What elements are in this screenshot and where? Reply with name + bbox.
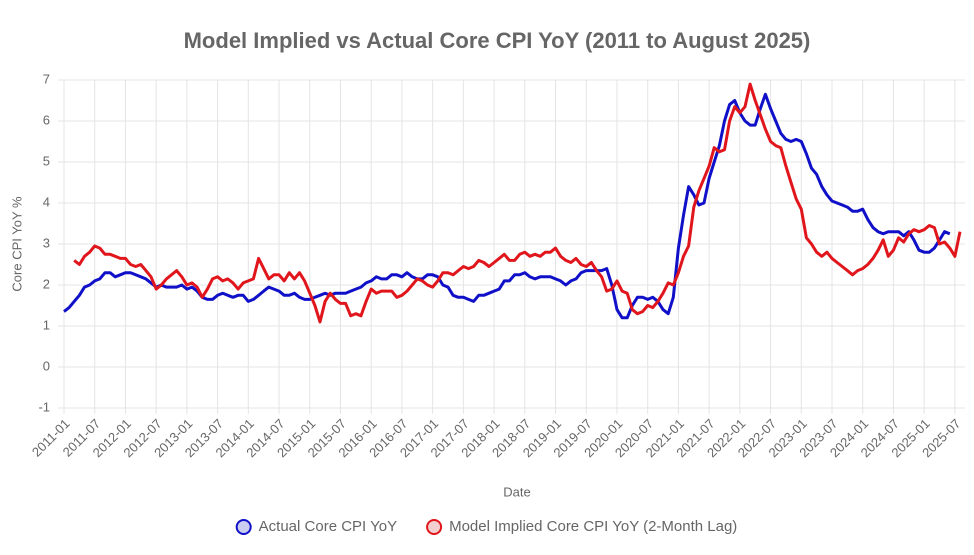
y-tick-label: 1	[43, 317, 50, 332]
legend-marker	[235, 519, 252, 535]
y-tick-label: 4	[43, 194, 50, 209]
series-line	[73, 82, 962, 324]
legend-marker	[426, 519, 443, 535]
y-tick-label: -1	[38, 399, 50, 414]
y-tick-label: 2	[43, 276, 50, 291]
legend-label: Actual Core CPI YoY	[259, 518, 397, 535]
y-tick-label: 3	[43, 235, 50, 250]
chart-title: Model Implied vs Actual Core CPI YoY (20…	[184, 28, 811, 53]
series-line	[63, 92, 951, 320]
y-tick-label: 5	[43, 153, 50, 168]
y-tick-label: 0	[43, 358, 50, 373]
y-tick-label: 7	[43, 71, 50, 86]
x-axis-label: Date	[503, 484, 530, 499]
y-tick-label: 6	[43, 112, 50, 127]
legend-label: Model Implied Core CPI YoY (2-Month Lag)	[449, 518, 737, 535]
y-axis-label: Core CPI YoY %	[9, 196, 24, 292]
